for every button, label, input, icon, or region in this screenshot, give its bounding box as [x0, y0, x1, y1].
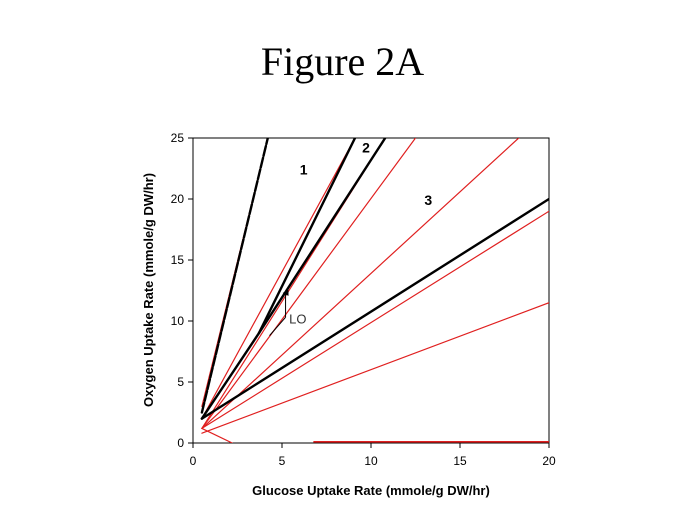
y-tick-label: 0	[177, 436, 184, 450]
x-tick-label: 10	[364, 454, 378, 468]
slide-title: Figure 2A	[260, 39, 425, 84]
series-line-9	[200, 197, 549, 420]
x-tick-label: 5	[279, 454, 286, 468]
series-line-11	[201, 302, 549, 434]
y-tick-label: 10	[171, 314, 185, 328]
series-line-7	[201, 138, 417, 429]
y-tick-label: 15	[171, 253, 185, 267]
lo-leader-line	[269, 317, 286, 336]
series-line-8	[201, 138, 520, 429]
y-tick-label: 5	[177, 375, 184, 389]
annotation-2: 2	[362, 140, 370, 156]
series-line-2	[200, 138, 269, 414]
x-axis: 0 5 10 15 20	[190, 443, 556, 468]
plot-frame	[192, 137, 550, 444]
y-axis: 0 5 10 15 20 25	[171, 131, 193, 450]
y-axis-title: Oxygen Uptake Rate (mmole/g DW/hr)	[141, 173, 156, 407]
annotation-3: 3	[424, 192, 432, 208]
x-axis-title: Glucose Uptake Rate (mmole/g DW/hr)	[252, 483, 490, 498]
series-line-6	[257, 138, 387, 335]
annotation-lo: LO	[289, 311, 306, 326]
annotations: 1 2 3 LO	[269, 140, 432, 336]
x-tick-label: 20	[542, 454, 556, 468]
series-line-3	[201, 138, 356, 420]
y-tick-label: 20	[171, 192, 185, 206]
x-tick-label: 0	[190, 454, 197, 468]
series-line-12	[201, 427, 233, 443]
series-layer	[200, 138, 549, 443]
y-tick-label: 25	[171, 131, 185, 145]
x-tick-label: 15	[453, 454, 467, 468]
annotation-1: 1	[300, 162, 308, 178]
series-line-10	[201, 210, 549, 429]
